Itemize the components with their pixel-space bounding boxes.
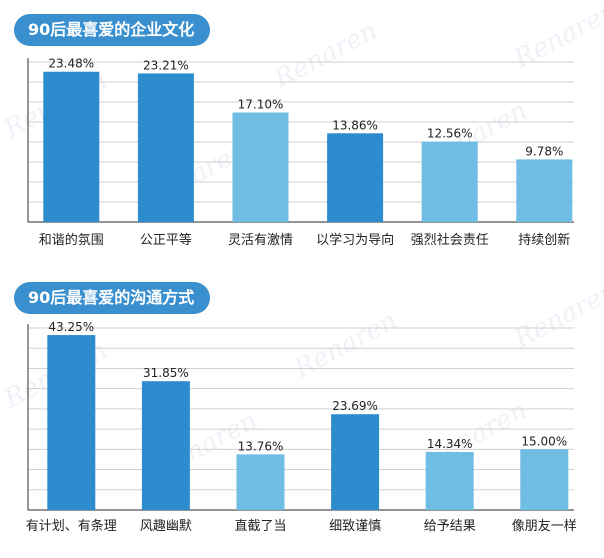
category-label: 风趣幽默: [140, 518, 192, 534]
category-label: 细致谨慎: [329, 519, 381, 534]
bar: [421, 141, 478, 222]
category-label: 灵活有激情: [228, 233, 293, 248]
culture-bar-chart: 23.48% 和谐的氛围 23.21% 公正平等 17.10% 灵活有激情 13.86% 以学…: [27, 57, 574, 248]
bar: [331, 414, 380, 510]
bar: [516, 159, 573, 222]
bar-value-label: 15.00%: [521, 434, 567, 448]
category-label: 有计划、有条理: [26, 518, 117, 534]
bar: [232, 112, 289, 222]
category-label: 直截了当: [234, 519, 286, 534]
category-label: 给予结果: [424, 519, 476, 534]
communication-bar-chart: 43.25% 有计划、有条理 31.85% 风趣幽默 13.76% 直截了当 23.69% 细…: [26, 320, 577, 534]
bar-value-label: 43.25%: [48, 320, 94, 334]
bar: [137, 73, 194, 223]
bar: [47, 335, 96, 510]
chart-title: 90后最喜爱的沟通方式: [14, 282, 211, 314]
bar-value-label: 13.86%: [332, 118, 378, 132]
category-label: 和谐的氛围: [39, 232, 104, 248]
category-label: 以学习为导向: [316, 232, 394, 248]
bar-value-label: 9.78%: [525, 144, 563, 158]
bar-value-label: 14.34%: [427, 437, 473, 451]
bar-value-label: 23.69%: [332, 399, 378, 413]
bar-value-label: 12.56%: [427, 127, 473, 141]
category-label: 像朋友一样: [512, 518, 577, 534]
category-label: 公正平等: [140, 232, 192, 248]
bar: [520, 449, 569, 510]
culture-chart: 90后最喜爱的企业文化 23.48% 和谐的氛围 23.21% 公正平等 17.10% 灵…: [0, 0, 604, 262]
bar-value-label: 13.76%: [238, 439, 284, 453]
bar: [43, 71, 100, 222]
category-label: 强烈社会责任: [411, 232, 489, 248]
bar: [141, 381, 190, 510]
bar-value-label: 23.48%: [48, 57, 94, 71]
communication-chart: 90后最喜爱的沟通方式 43.25% 有计划、有条理 31.85% 风趣幽默 13.76…: [0, 268, 604, 558]
category-label: 持续创新: [518, 232, 570, 248]
bar-value-label: 23.21%: [143, 58, 189, 72]
bar-value-label: 17.10%: [238, 98, 284, 112]
bar: [327, 133, 384, 222]
chart-title: 90后最喜爱的企业文化: [14, 14, 211, 46]
bar: [236, 454, 285, 510]
bar-value-label: 31.85%: [143, 366, 189, 380]
bar: [425, 452, 474, 510]
